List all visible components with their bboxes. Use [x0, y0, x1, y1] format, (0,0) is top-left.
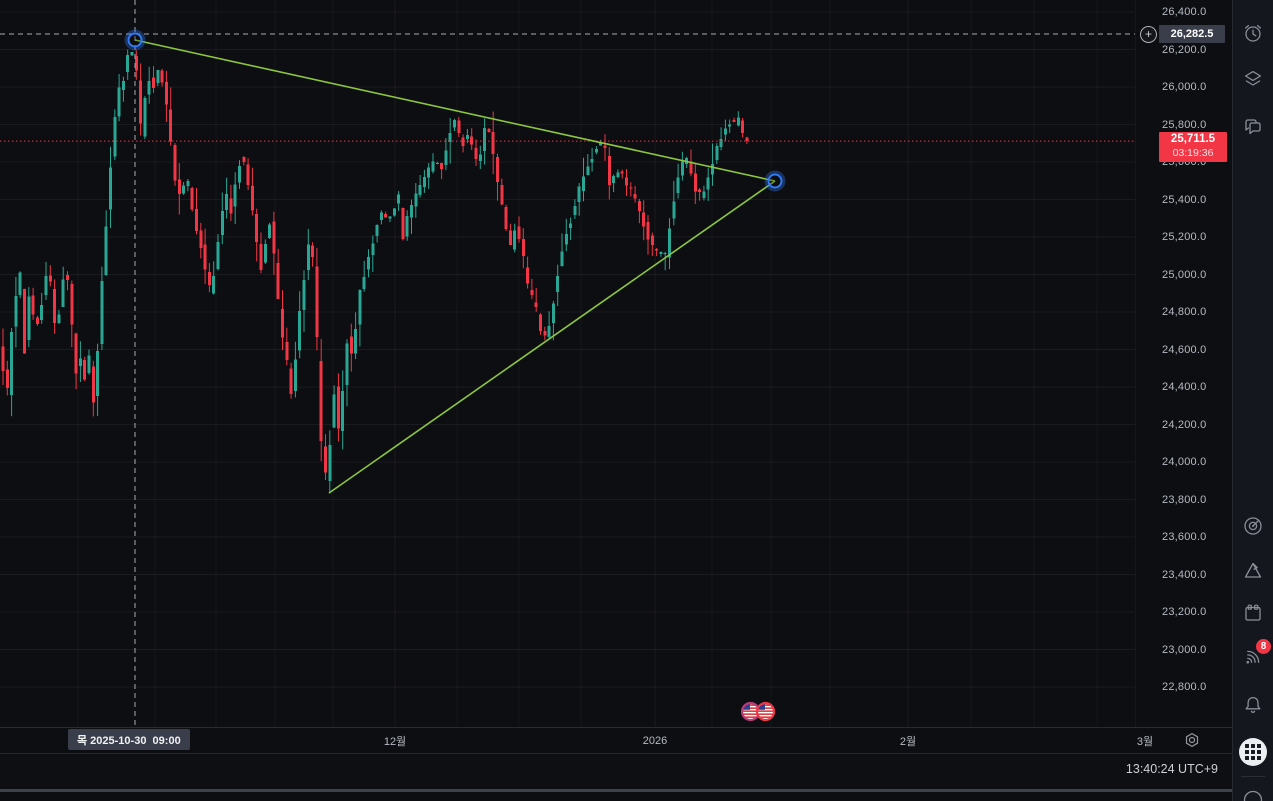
apps-grid-icon: [1245, 744, 1261, 760]
sidebar-divider: [1241, 776, 1265, 777]
sidebar-alarm-clock-button[interactable]: [1239, 19, 1267, 47]
trend-line: [328, 180, 776, 494]
price-tick-label: 23,800.0: [1162, 493, 1207, 506]
object-tree-icon: [1244, 70, 1262, 86]
price-tick-label: 24,800.0: [1162, 306, 1207, 318]
price-tick-label: 25,200.0: [1162, 231, 1207, 243]
alarm-clock-icon: [1244, 24, 1262, 42]
last-price-value: 25,711.5: [1170, 133, 1216, 146]
price-tick-label: 25,000.0: [1162, 268, 1207, 281]
add-alert-plus-icon[interactable]: +: [1140, 25, 1157, 43]
sidebar-scanner-button[interactable]: [1239, 512, 1267, 540]
trendline-anchor-handles[interactable]: [124, 29, 786, 192]
price-axis[interactable]: 26,400.026,200.026,000.025,800.025,600.0…: [1135, 0, 1232, 727]
chat-icon: [1245, 119, 1261, 135]
notification-count-badge: 8: [1256, 639, 1271, 654]
sidebar-ideas-button[interactable]: [1239, 556, 1267, 584]
right-sidebar: 8: [1232, 0, 1273, 801]
sidebar-chat-button[interactable]: [1239, 113, 1267, 141]
trend-lines[interactable]: [134, 39, 776, 494]
candlestick-chart-pane[interactable]: [0, 0, 1232, 753]
candles: [1, 49, 749, 494]
bar-countdown: 03:19:36: [1172, 147, 1214, 160]
help-icon: [1243, 790, 1263, 801]
trend-line: [134, 39, 776, 182]
notifications-bell-icon: [1245, 696, 1261, 713]
us-flag-event-icon[interactable]: [755, 701, 776, 722]
crosshair-price-value: 26,282.5: [1170, 28, 1214, 40]
pane-divider[interactable]: [0, 789, 1232, 792]
calendar-icon: [1245, 604, 1261, 621]
sidebar-calendar-button[interactable]: [1239, 599, 1267, 627]
price-tick-label: 24,000.0: [1162, 456, 1207, 468]
crosshair-date-label: 목 2025-10-30 09:00: [68, 729, 190, 750]
sidebar-notifications-bell-button[interactable]: [1239, 691, 1267, 719]
session-clock[interactable]: 13:40:24 UTC+9: [1125, 762, 1218, 776]
last-price-label: 25,711.5 03:19:36: [1159, 132, 1227, 163]
price-tick-label: 24,600.0: [1162, 343, 1207, 356]
economic-events-flags[interactable]: [740, 701, 786, 722]
sidebar-apps-menu-button[interactable]: [1239, 738, 1267, 766]
price-tick-label: 23,400.0: [1162, 568, 1207, 581]
price-tick-label: 24,400.0: [1162, 381, 1207, 393]
price-tick-label: 25,400.0: [1162, 193, 1207, 206]
price-tick-label: 23,000.0: [1162, 643, 1207, 656]
price-tick-label: 22,800.0: [1162, 681, 1207, 693]
axis-settings-gear-icon[interactable]: [1184, 732, 1200, 748]
broadcast-icon: [1246, 650, 1260, 664]
price-tick-label: 26,000.0: [1162, 81, 1207, 93]
price-tick-label: 26,200.0: [1162, 43, 1207, 56]
price-tick-label: 23,600.0: [1162, 531, 1207, 543]
price-tick-label: 25,800.0: [1162, 118, 1207, 131]
time-axis[interactable]: 12월 2026 2월 3월 목 2025-10-30 09:00: [0, 727, 1232, 753]
ideas-icon: [1244, 562, 1262, 578]
anchor-handle: [127, 32, 143, 48]
sidebar-object-tree-button[interactable]: [1239, 65, 1267, 93]
anchor-handle: [767, 173, 783, 189]
price-tick-label: 24,200.0: [1162, 418, 1207, 431]
sidebar-broadcast-button[interactable]: 8: [1239, 639, 1271, 671]
price-tick-label: 26,400.0: [1162, 6, 1207, 18]
time-tick-label: 12월: [383, 735, 407, 748]
time-tick-label: 2026: [642, 734, 668, 747]
chart-grid: [0, 0, 1146, 727]
crosshair-price-label: 26,282.5: [1159, 25, 1225, 43]
sidebar-help-button[interactable]: [1239, 786, 1267, 801]
scanner-icon: [1244, 517, 1262, 535]
crosshair: [0, 0, 1141, 727]
time-tick-label: 2월: [899, 735, 917, 748]
status-bar: 13:40:24 UTC+9: [0, 753, 1232, 787]
time-tick-label: 3월: [1136, 735, 1154, 748]
price-tick-label: 23,200.0: [1162, 606, 1207, 618]
